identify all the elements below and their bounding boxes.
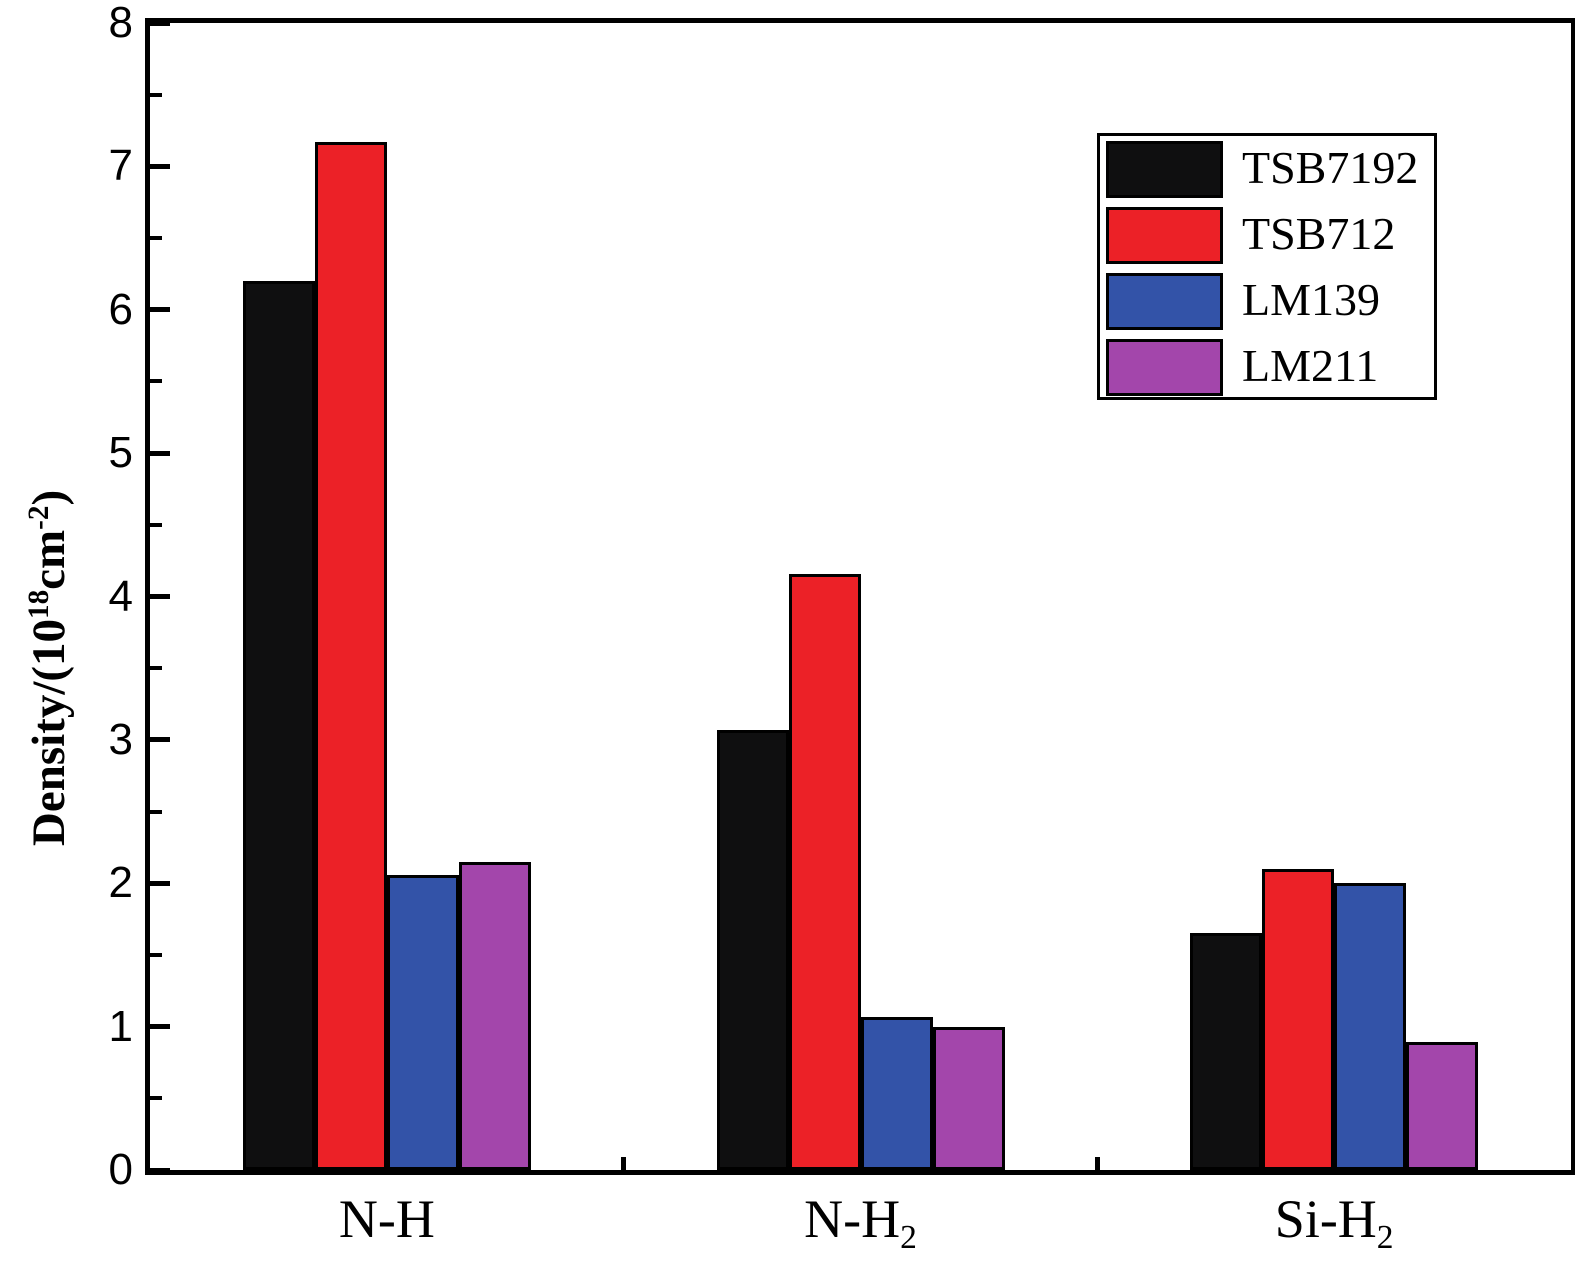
y-axis-title-superscript-minus2: -2 bbox=[22, 505, 55, 530]
y-tick-label: 8 bbox=[108, 0, 133, 47]
y-major-tick bbox=[150, 594, 170, 599]
y-minor-tick bbox=[150, 1096, 162, 1101]
legend: TSB7192 TSB712 LM139 LM211 bbox=[1097, 133, 1437, 400]
bar-TSB712-Si-H2 bbox=[1262, 868, 1335, 1170]
legend-swatch-TSB7192 bbox=[1106, 141, 1223, 198]
y-major-tick bbox=[150, 737, 170, 743]
x-category-base: Si-H bbox=[1274, 1189, 1377, 1249]
legend-label-TSB712: TSB712 bbox=[1242, 208, 1396, 259]
y-tick-label: 2 bbox=[108, 858, 133, 908]
y-axis-title-part3: ) bbox=[23, 489, 75, 506]
legend-swatch-TSB712 bbox=[1106, 207, 1223, 264]
legend-swatch-LM139 bbox=[1106, 273, 1223, 330]
x-category-base: N-H bbox=[338, 1189, 435, 1249]
bar-TSB712-N-H bbox=[314, 142, 387, 1170]
plot-area bbox=[150, 20, 1571, 1173]
bar-LM139-N-H2 bbox=[860, 1016, 933, 1170]
y-major-tick bbox=[150, 1167, 170, 1173]
bar-LM211-N-H bbox=[458, 861, 531, 1170]
x-category-subscript: 2 bbox=[1376, 1219, 1394, 1257]
x-category-base: N-H bbox=[804, 1189, 901, 1249]
y-tick-label: 1 bbox=[108, 1001, 133, 1051]
y-tick-label: 6 bbox=[108, 284, 133, 334]
bar-TSB7192-N-H bbox=[242, 281, 315, 1170]
y-major-tick bbox=[150, 20, 170, 26]
y-major-tick bbox=[150, 1024, 170, 1030]
legend-label-LM139: LM139 bbox=[1242, 274, 1380, 325]
y-tick-label: 3 bbox=[108, 714, 133, 764]
y-minor-tick bbox=[150, 236, 162, 241]
y-major-tick bbox=[150, 450, 170, 456]
y-minor-tick bbox=[150, 809, 162, 814]
y-tick-label: 0 bbox=[108, 1145, 133, 1194]
legend-swatch-LM211 bbox=[1106, 339, 1223, 396]
y-major-tick bbox=[150, 880, 170, 886]
legend-label-TSB7192: TSB7192 bbox=[1242, 142, 1419, 193]
y-minor-tick bbox=[150, 379, 162, 384]
x-category-label: N-H bbox=[339, 1188, 435, 1250]
bar-LM211-N-H2 bbox=[932, 1026, 1005, 1170]
bar-TSB712-N-H2 bbox=[788, 573, 861, 1170]
y-major-tick bbox=[150, 307, 170, 313]
x-category-label: N-H2 bbox=[804, 1188, 917, 1258]
y-axis-title: Density/(1018cm-2) bbox=[22, 489, 80, 846]
y-tick-label: 4 bbox=[108, 571, 133, 621]
x-category-subscript: 2 bbox=[900, 1219, 917, 1257]
y-tick-label: 7 bbox=[108, 141, 133, 191]
x-minor-tick bbox=[1094, 1157, 1100, 1170]
legend-label-LM211: LM211 bbox=[1242, 340, 1379, 391]
y-minor-tick bbox=[150, 952, 162, 957]
x-minor-tick bbox=[621, 1157, 627, 1170]
x-category-label: Si-H2 bbox=[1275, 1188, 1394, 1258]
bar-TSB7192-Si-H2 bbox=[1190, 933, 1263, 1170]
y-minor-tick bbox=[150, 92, 162, 97]
bar-LM139-Si-H2 bbox=[1334, 883, 1407, 1170]
bar-LM139-N-H bbox=[386, 874, 459, 1170]
y-minor-tick bbox=[150, 666, 162, 671]
bar-TSB7192-N-H2 bbox=[716, 729, 789, 1170]
y-tick-label: 5 bbox=[108, 428, 133, 478]
y-minor-tick bbox=[150, 522, 162, 527]
y-major-tick bbox=[150, 163, 170, 169]
bar-LM211-Si-H2 bbox=[1406, 1042, 1479, 1170]
